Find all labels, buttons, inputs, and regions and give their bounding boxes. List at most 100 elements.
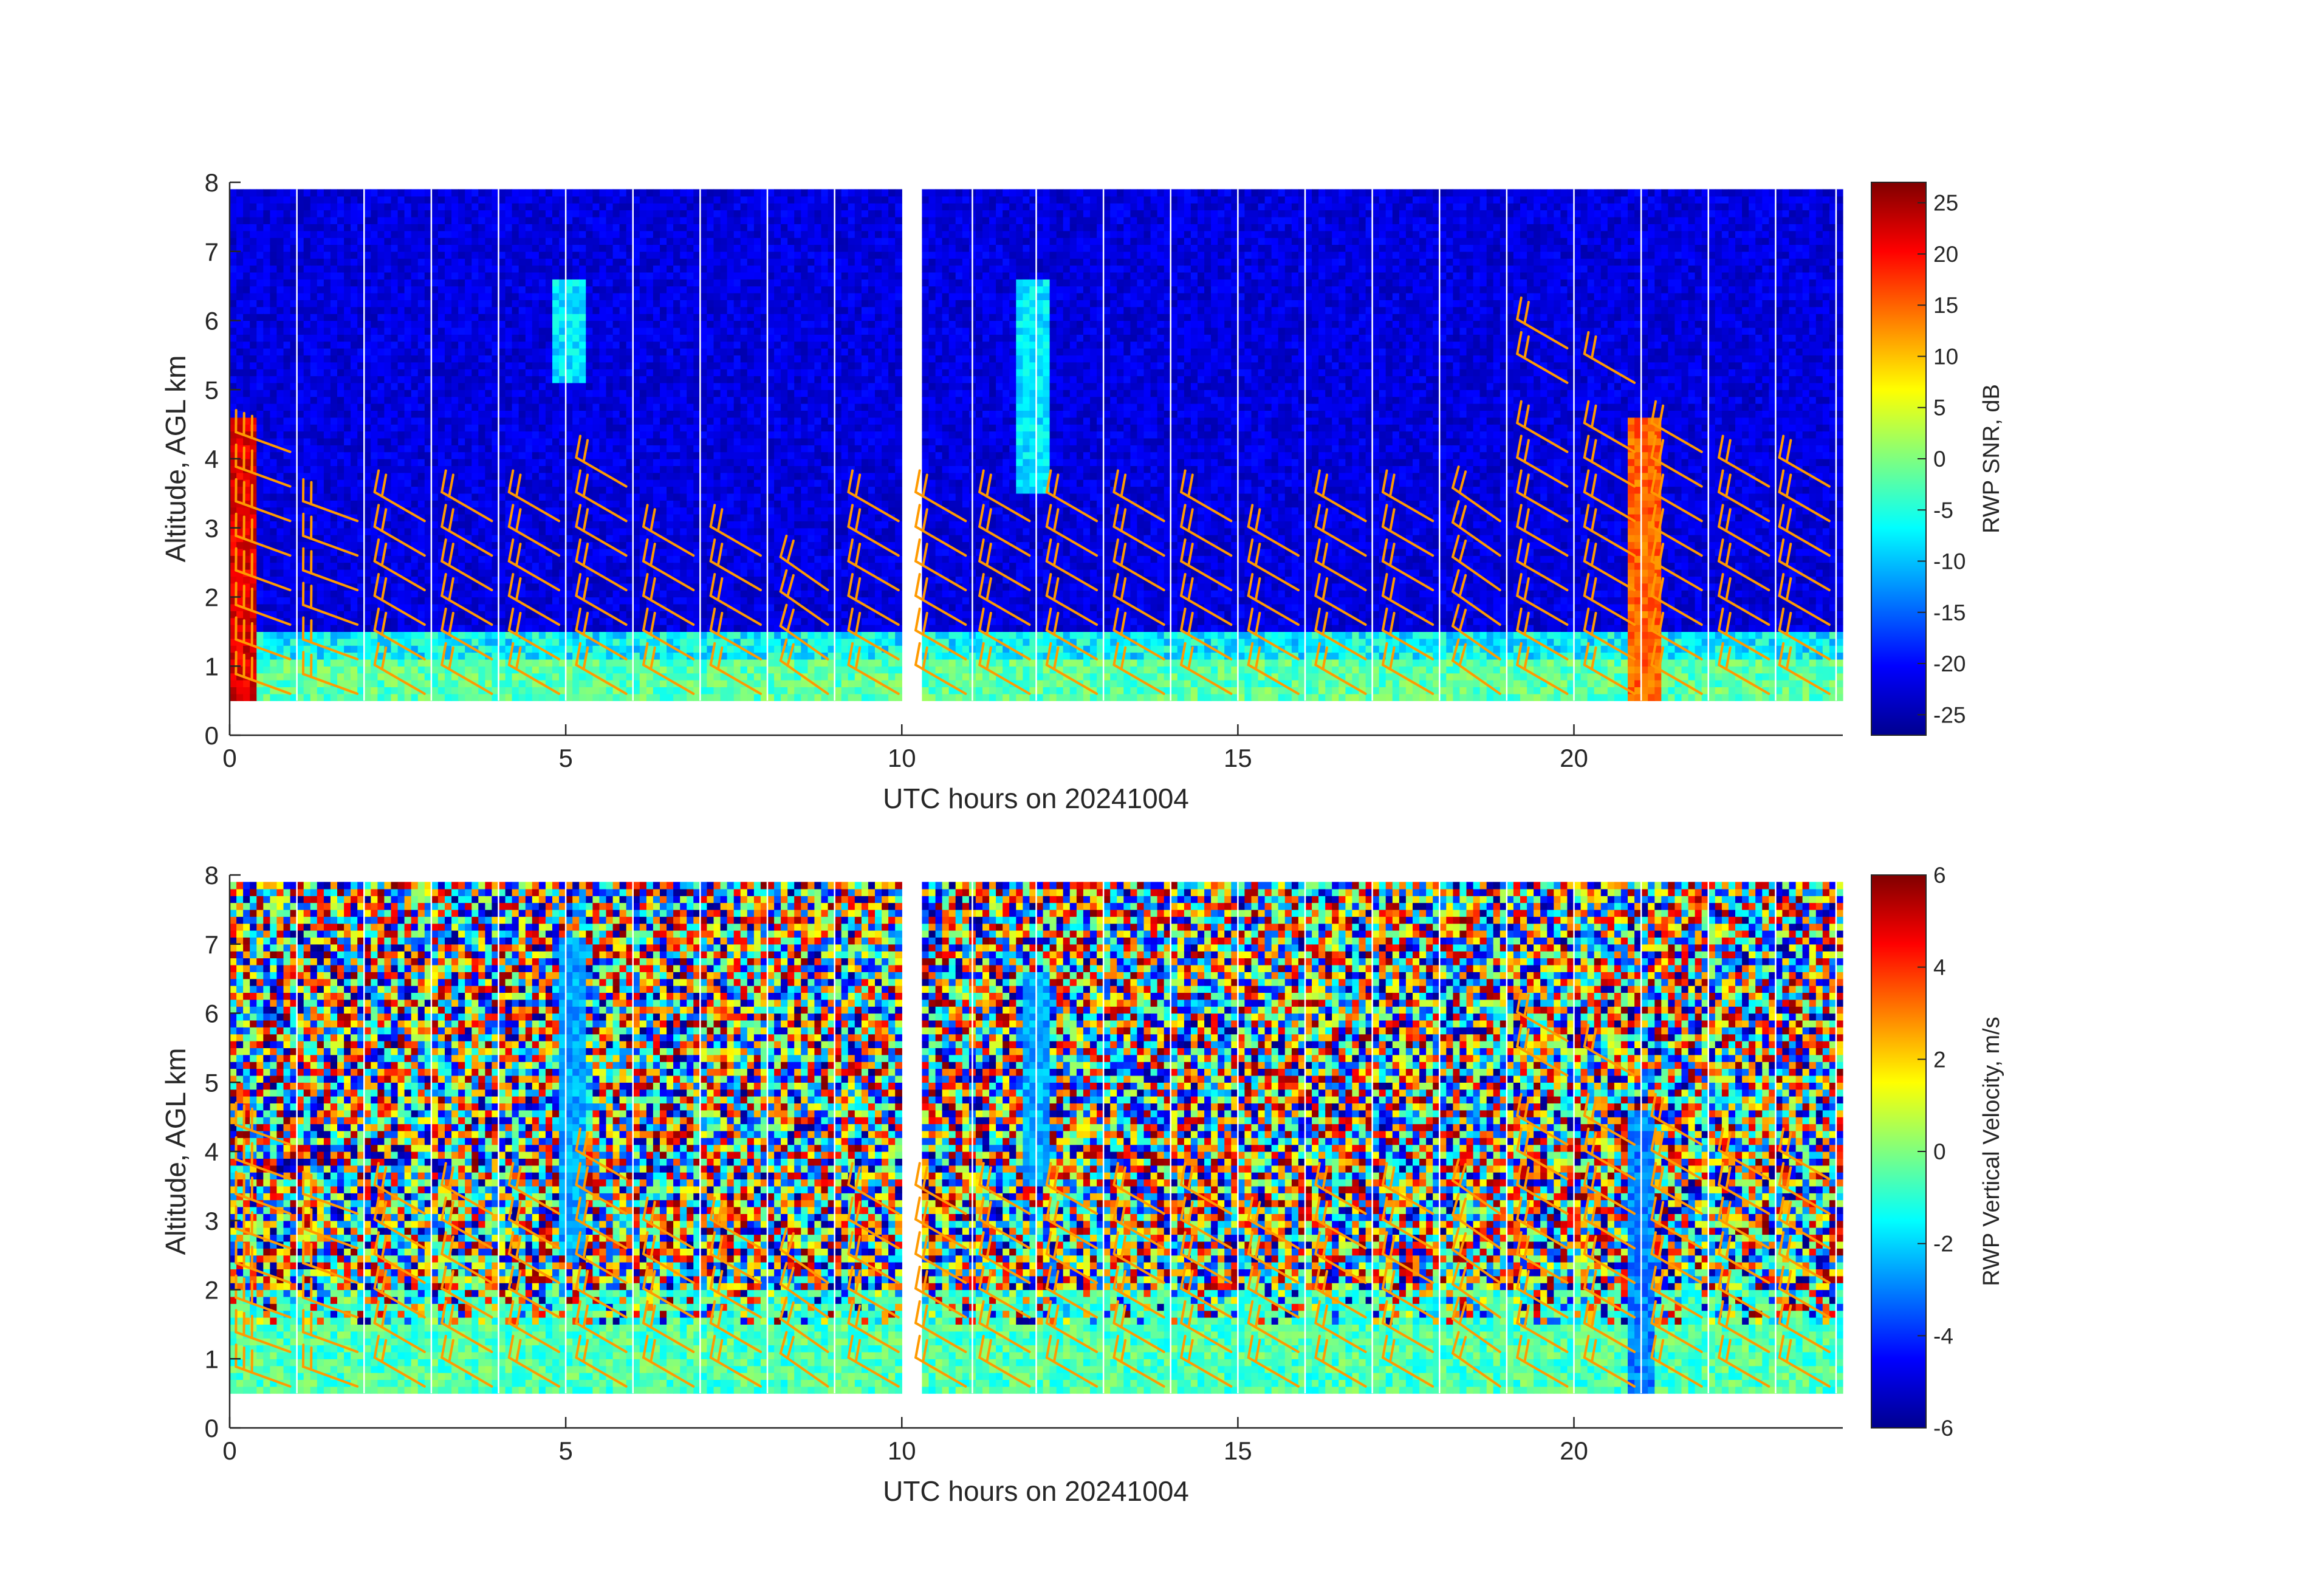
heatmap-cell	[317, 355, 324, 362]
heatmap-cell	[620, 631, 627, 639]
heatmap-cell	[243, 293, 250, 300]
heatmap-cell	[310, 307, 318, 314]
heatmap-cell	[478, 487, 485, 494]
heatmap-cell	[438, 355, 445, 362]
heatmap-cell	[465, 445, 472, 452]
heatmap-cell	[506, 238, 513, 245]
heatmap-cell	[465, 583, 472, 591]
heatmap-cell	[236, 631, 244, 639]
heatmap-cell	[337, 659, 344, 667]
heatmap-cell	[324, 555, 331, 563]
heatmap-cell	[418, 189, 425, 196]
heatmap-cell	[566, 452, 573, 459]
heatmap-cell	[539, 535, 546, 542]
heatmap-cell	[364, 397, 371, 404]
heatmap-cell	[566, 321, 573, 328]
heatmap-cell	[620, 659, 627, 667]
heatmap-cell	[552, 266, 560, 273]
heatmap-cell	[512, 189, 519, 196]
heatmap-cell	[613, 625, 620, 632]
heatmap-cell	[478, 307, 485, 314]
heatmap-cell	[391, 355, 399, 362]
heatmap-cell	[532, 528, 540, 535]
heatmap-cell	[471, 369, 479, 376]
heatmap-cell	[566, 431, 573, 439]
heatmap-cell	[337, 389, 344, 397]
heatmap-cell	[606, 653, 614, 660]
heatmap-cell	[532, 355, 540, 362]
heatmap-cell	[506, 383, 513, 390]
heatmap-cell	[270, 639, 277, 646]
heatmap-cell	[431, 514, 439, 521]
heatmap-cell	[398, 465, 405, 473]
heatmap-cell	[418, 597, 425, 605]
heatmap-cell	[331, 431, 338, 439]
heatmap-cell	[384, 348, 391, 355]
heatmap-cell	[398, 493, 405, 501]
heatmap-cell	[284, 376, 291, 383]
heatmap-cell	[270, 555, 277, 563]
heatmap-cell	[438, 258, 445, 266]
heatmap-cell	[606, 238, 614, 245]
heatmap-cell	[451, 210, 459, 218]
heatmap-cell	[331, 452, 338, 459]
heatmap-cell	[243, 362, 250, 369]
heatmap-cell	[620, 224, 627, 231]
heatmap-cell	[398, 479, 405, 487]
heatmap-cell	[304, 521, 311, 528]
heatmap-cell	[613, 597, 620, 605]
heatmap-cell	[256, 569, 264, 577]
heatmap-cell	[620, 328, 627, 335]
heatmap-cell	[599, 555, 606, 563]
heatmap-cell	[458, 389, 465, 397]
heatmap-cell	[620, 410, 627, 417]
heatmap-cell	[458, 314, 465, 321]
heatmap-cell	[391, 307, 399, 314]
heatmap-cell	[471, 487, 479, 494]
heatmap-cell	[546, 597, 553, 605]
heatmap-cell	[451, 286, 459, 293]
heatmap-cell	[391, 555, 399, 563]
heatmap-cell	[284, 279, 291, 286]
heatmap-cell	[552, 307, 560, 314]
heatmap-cell	[526, 445, 533, 452]
heatmap-cell	[331, 465, 338, 473]
heatmap-cell	[512, 307, 519, 314]
heatmap-cell	[640, 410, 647, 417]
heatmap-cell	[499, 397, 506, 404]
heatmap-cell	[499, 673, 506, 681]
heatmap-cell	[371, 217, 378, 224]
heatmap-cell	[592, 452, 600, 459]
heatmap-cell	[263, 687, 270, 694]
heatmap-cell	[633, 618, 640, 625]
heatmap-cell	[552, 417, 560, 425]
heatmap-cell	[499, 272, 506, 280]
heatmap-cell	[337, 694, 344, 701]
heatmap-cell	[506, 196, 513, 204]
heatmap-cell	[371, 376, 378, 383]
heatmap-cell	[398, 549, 405, 556]
heatmap-cell	[391, 597, 399, 605]
heatmap-cell	[599, 459, 606, 466]
heatmap-cell	[478, 535, 485, 542]
heatmap-cell	[337, 238, 344, 245]
heatmap-cell	[572, 196, 580, 204]
heatmap-cell	[331, 266, 338, 273]
heatmap-cell	[526, 355, 533, 362]
heatmap-cell	[471, 631, 479, 639]
heatmap-cell	[337, 348, 344, 355]
heatmap-cell	[458, 687, 465, 694]
heatmap-cell	[377, 369, 385, 376]
heatmap-cell	[364, 535, 371, 542]
heatmap-cell	[539, 590, 546, 597]
heatmap-cell	[418, 487, 425, 494]
heatmap-cell	[546, 189, 553, 196]
heatmap-cell	[566, 231, 573, 238]
heatmap-cell	[620, 272, 627, 280]
heatmap-cell	[633, 266, 640, 273]
heatmap-cell	[317, 445, 324, 452]
heatmap-cell	[633, 431, 640, 439]
heatmap-cell	[620, 645, 627, 653]
heatmap-cell	[579, 341, 586, 349]
heatmap-cell	[572, 355, 580, 362]
